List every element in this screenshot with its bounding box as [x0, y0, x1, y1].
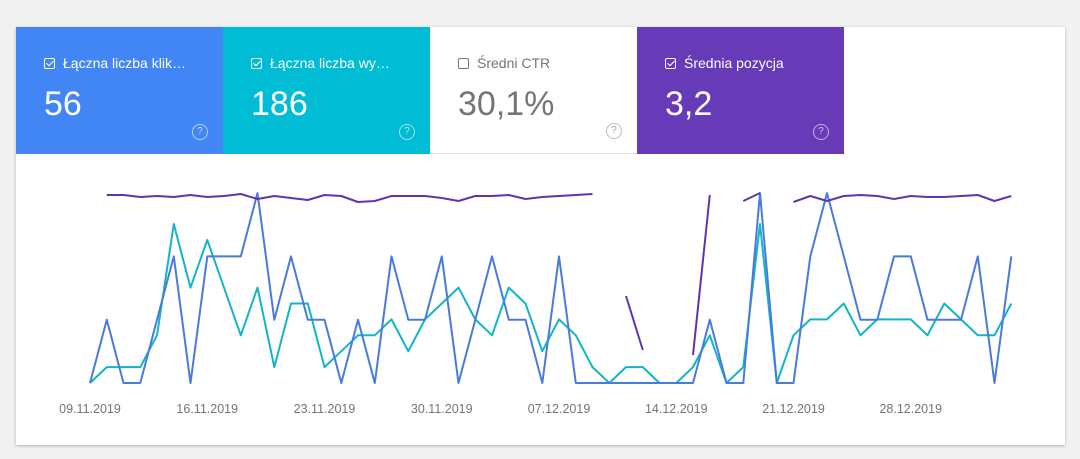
card-value: 56	[44, 85, 82, 123]
x-tick-label: 14.12.2019	[645, 402, 708, 416]
card-total-impressions[interactable]: Łączna liczba wy… 186 ?	[223, 27, 430, 154]
card-average-ctr[interactable]: Średni CTR 30,1% ?	[430, 27, 637, 154]
help-icon[interactable]: ?	[399, 124, 415, 140]
card-value: 3,2	[665, 85, 713, 123]
clicks-line	[89, 192, 1013, 384]
checkbox-checked-icon[interactable]	[44, 57, 55, 69]
card-label: Łączna liczba wy…	[270, 55, 390, 71]
help-icon[interactable]: ?	[813, 124, 829, 140]
x-tick-label: 16.11.2019	[176, 402, 238, 416]
card-label: Średnia pozycja	[684, 55, 784, 71]
x-tick-label: 21.12.2019	[762, 402, 825, 416]
position-line	[106, 193, 593, 203]
position-line	[793, 194, 1012, 203]
position-line	[742, 192, 761, 202]
impressions-line	[89, 223, 1013, 384]
card-total-clicks[interactable]: Łączna liczba klik… 56 ?	[16, 27, 223, 154]
card-label: Średni CTR	[477, 55, 551, 71]
checkbox-checked-icon[interactable]	[665, 57, 676, 69]
card-value: 30,1%	[458, 85, 555, 123]
card-value: 186	[251, 85, 308, 123]
x-tick-label: 30.11.2019	[411, 402, 473, 416]
checkbox-checked-icon[interactable]	[251, 57, 262, 69]
metric-cards: Łączna liczba klik… 56 ? Łączna liczba w…	[16, 27, 844, 154]
x-tick-label: 23.11.2019	[294, 402, 356, 416]
card-average-position[interactable]: Średnia pozycja 3,2 ?	[637, 27, 844, 154]
x-tick-label: 28.12.2019	[879, 402, 942, 416]
help-icon[interactable]: ?	[606, 123, 622, 139]
x-tick-label: 09.11.2019	[59, 402, 121, 416]
help-icon[interactable]: ?	[192, 124, 208, 140]
checkbox-unchecked-icon[interactable]	[458, 57, 469, 69]
card-label: Łączna liczba klik…	[63, 55, 186, 71]
position-line	[625, 295, 644, 351]
x-tick-label: 07.12.2019	[528, 402, 591, 416]
position-line	[692, 194, 711, 356]
